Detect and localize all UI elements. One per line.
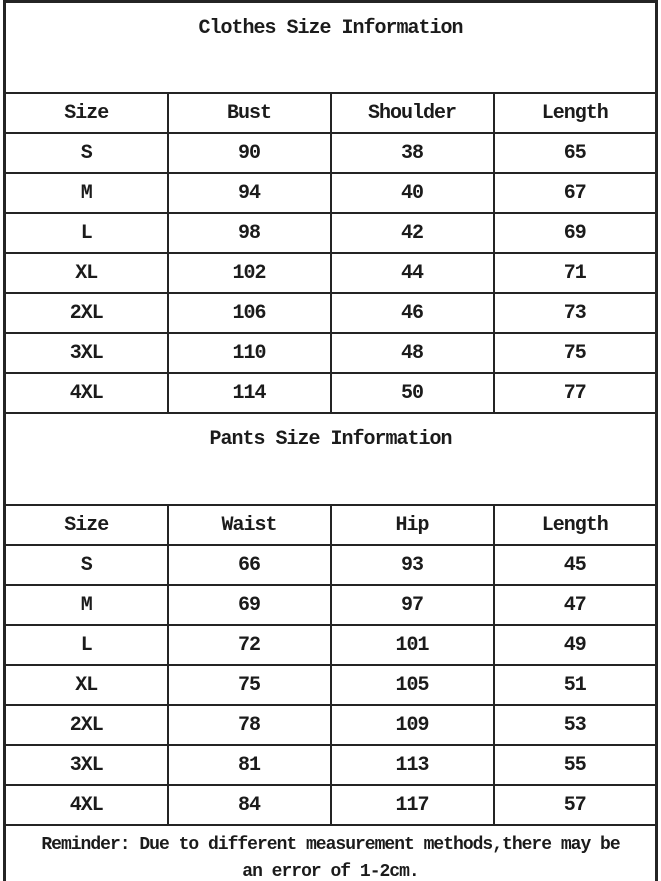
length-cell: 77 <box>492 372 658 414</box>
pants-section-title: Pants Size Information <box>3 412 658 506</box>
length-cell: 65 <box>492 132 658 174</box>
length-cell: 71 <box>492 252 658 294</box>
clothes-title-row: Clothes Size Information <box>3 0 658 94</box>
size-cell: 3XL <box>3 744 169 786</box>
length-cell: 47 <box>492 584 658 626</box>
clothes-header-row: Size Bust Shoulder Length <box>3 92 658 134</box>
reminder-row: Reminder: Due to different measurement m… <box>3 824 658 881</box>
shoulder-cell: 40 <box>329 172 495 214</box>
table-row: L 72 101 49 <box>3 624 658 666</box>
waist-cell: 84 <box>166 784 332 826</box>
waist-cell: 75 <box>166 664 332 706</box>
pants-header-hip: Hip <box>329 504 495 546</box>
bust-cell: 98 <box>166 212 332 254</box>
clothes-header-shoulder: Shoulder <box>329 92 495 134</box>
pants-title-row: Pants Size Information <box>3 412 658 506</box>
size-cell: 4XL <box>3 784 169 826</box>
hip-cell: 109 <box>329 704 495 746</box>
length-cell: 69 <box>492 212 658 254</box>
length-cell: 45 <box>492 544 658 586</box>
table-row: M 69 97 47 <box>3 584 658 626</box>
bust-cell: 94 <box>166 172 332 214</box>
pants-header-size: Size <box>3 504 169 546</box>
length-cell: 53 <box>492 704 658 746</box>
table-row: 3XL 110 48 75 <box>3 332 658 374</box>
shoulder-cell: 42 <box>329 212 495 254</box>
size-cell: 2XL <box>3 292 169 334</box>
bust-cell: 114 <box>166 372 332 414</box>
length-cell: 55 <box>492 744 658 786</box>
table-row: 2XL 78 109 53 <box>3 704 658 746</box>
size-cell: 2XL <box>3 704 169 746</box>
reminder-note: Reminder: Due to different measurement m… <box>3 824 658 881</box>
table-row: L 98 42 69 <box>3 212 658 254</box>
reminder-line-1: Reminder: Due to different measurement m… <box>41 835 620 855</box>
table-row: XL 75 105 51 <box>3 664 658 706</box>
hip-cell: 105 <box>329 664 495 706</box>
clothes-section-title: Clothes Size Information <box>3 0 658 94</box>
shoulder-cell: 44 <box>329 252 495 294</box>
size-cell: S <box>3 132 169 174</box>
table-row: M 94 40 67 <box>3 172 658 214</box>
pants-header-length: Length <box>492 504 658 546</box>
size-cell: 3XL <box>3 332 169 374</box>
shoulder-cell: 46 <box>329 292 495 334</box>
bust-cell: 102 <box>166 252 332 294</box>
waist-cell: 66 <box>166 544 332 586</box>
table-row: S 90 38 65 <box>3 132 658 174</box>
hip-cell: 101 <box>329 624 495 666</box>
clothes-header-bust: Bust <box>166 92 332 134</box>
clothes-header-length: Length <box>492 92 658 134</box>
reminder-line-2: an error of 1-2cm. <box>242 862 419 881</box>
length-cell: 75 <box>492 332 658 374</box>
bust-cell: 90 <box>166 132 332 174</box>
table-row: XL 102 44 71 <box>3 252 658 294</box>
size-cell: L <box>3 624 169 666</box>
waist-cell: 81 <box>166 744 332 786</box>
pants-header-waist: Waist <box>166 504 332 546</box>
shoulder-cell: 38 <box>329 132 495 174</box>
shoulder-cell: 50 <box>329 372 495 414</box>
bust-cell: 110 <box>166 332 332 374</box>
waist-cell: 72 <box>166 624 332 666</box>
table-row: 4XL 114 50 77 <box>3 372 658 414</box>
hip-cell: 93 <box>329 544 495 586</box>
size-cell: M <box>3 172 169 214</box>
length-cell: 73 <box>492 292 658 334</box>
hip-cell: 117 <box>329 784 495 826</box>
clothes-header-size: Size <box>3 92 169 134</box>
pants-header-row: Size Waist Hip Length <box>3 504 658 546</box>
waist-cell: 78 <box>166 704 332 746</box>
waist-cell: 69 <box>166 584 332 626</box>
hip-cell: 113 <box>329 744 495 786</box>
shoulder-cell: 48 <box>329 332 495 374</box>
size-cell: M <box>3 584 169 626</box>
size-information-table: Clothes Size Information Size Bust Shoul… <box>3 0 658 881</box>
length-cell: 57 <box>492 784 658 826</box>
size-cell: XL <box>3 664 169 706</box>
bust-cell: 106 <box>166 292 332 334</box>
hip-cell: 97 <box>329 584 495 626</box>
size-cell: S <box>3 544 169 586</box>
length-cell: 49 <box>492 624 658 666</box>
size-cell: XL <box>3 252 169 294</box>
size-cell: L <box>3 212 169 254</box>
table-row: 2XL 106 46 73 <box>3 292 658 334</box>
length-cell: 51 <box>492 664 658 706</box>
table-row: 4XL 84 117 57 <box>3 784 658 826</box>
table-row: 3XL 81 113 55 <box>3 744 658 786</box>
size-cell: 4XL <box>3 372 169 414</box>
table-row: S 66 93 45 <box>3 544 658 586</box>
length-cell: 67 <box>492 172 658 214</box>
